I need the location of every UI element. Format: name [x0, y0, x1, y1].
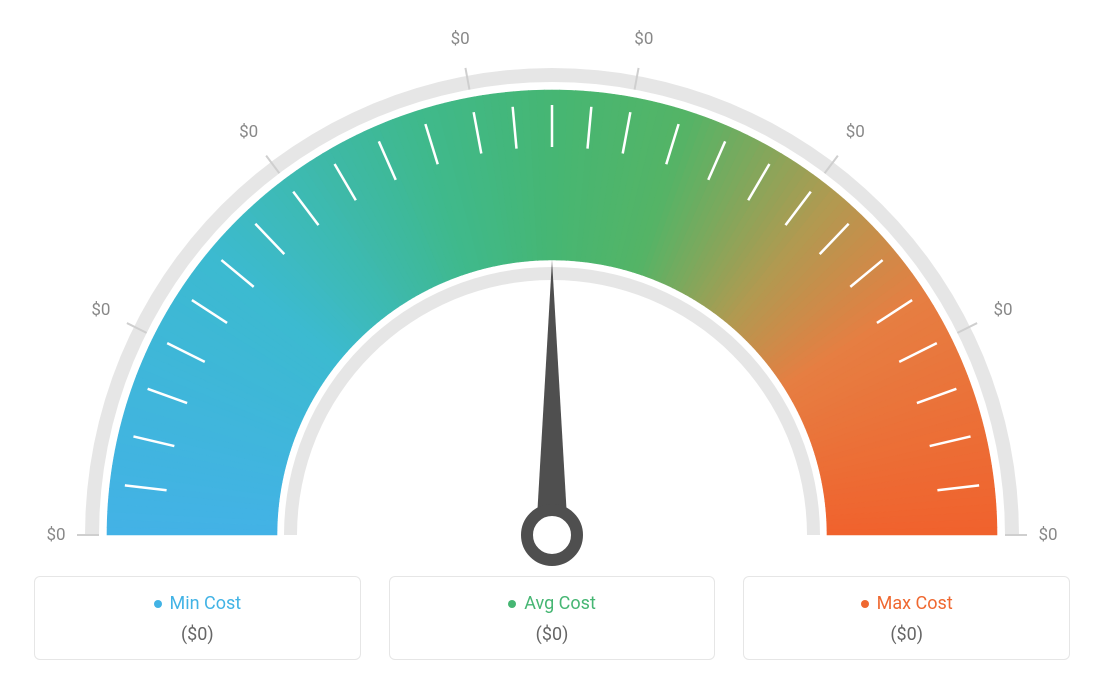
- legend-dot-min: [154, 600, 162, 608]
- gauge-tick-label: $0: [91, 300, 110, 320]
- legend-dot-max: [861, 600, 869, 608]
- legend-title-text-min: Min Cost: [170, 593, 242, 614]
- legend-card-max: Max Cost ($0): [743, 576, 1070, 660]
- gauge-tick-label: $0: [846, 122, 865, 142]
- legend-title-text-max: Max Cost: [877, 593, 953, 614]
- gauge-tick-label: $0: [46, 525, 65, 545]
- legend-title-min: Min Cost: [154, 593, 242, 614]
- gauge-tick-label: $0: [239, 122, 258, 142]
- legend-value-max: ($0): [890, 624, 923, 645]
- legend-card-avg: Avg Cost ($0): [389, 576, 716, 660]
- gauge-svg: [0, 10, 1104, 570]
- gauge-tick-label: $0: [1038, 525, 1057, 545]
- legend-title-text-avg: Avg Cost: [524, 593, 596, 614]
- legend-row: Min Cost ($0) Avg Cost ($0) Max Cost ($0): [0, 576, 1104, 660]
- gauge-tick-label: $0: [993, 300, 1012, 320]
- legend-dot-avg: [508, 600, 516, 608]
- gauge-tick-label: $0: [634, 29, 653, 49]
- legend-value-avg: ($0): [536, 624, 569, 645]
- gauge-chart: $0 $0 $0 $0 $0 $0 $0 $0: [0, 10, 1104, 570]
- legend-title-avg: Avg Cost: [508, 593, 596, 614]
- gauge-tick-label: $0: [451, 29, 470, 49]
- legend-value-min: ($0): [181, 624, 214, 645]
- cost-gauge-container: $0 $0 $0 $0 $0 $0 $0 $0 Min Cost ($0) Avg Cost ($0…: [0, 0, 1104, 690]
- legend-title-max: Max Cost: [861, 593, 953, 614]
- legend-card-min: Min Cost ($0): [34, 576, 361, 660]
